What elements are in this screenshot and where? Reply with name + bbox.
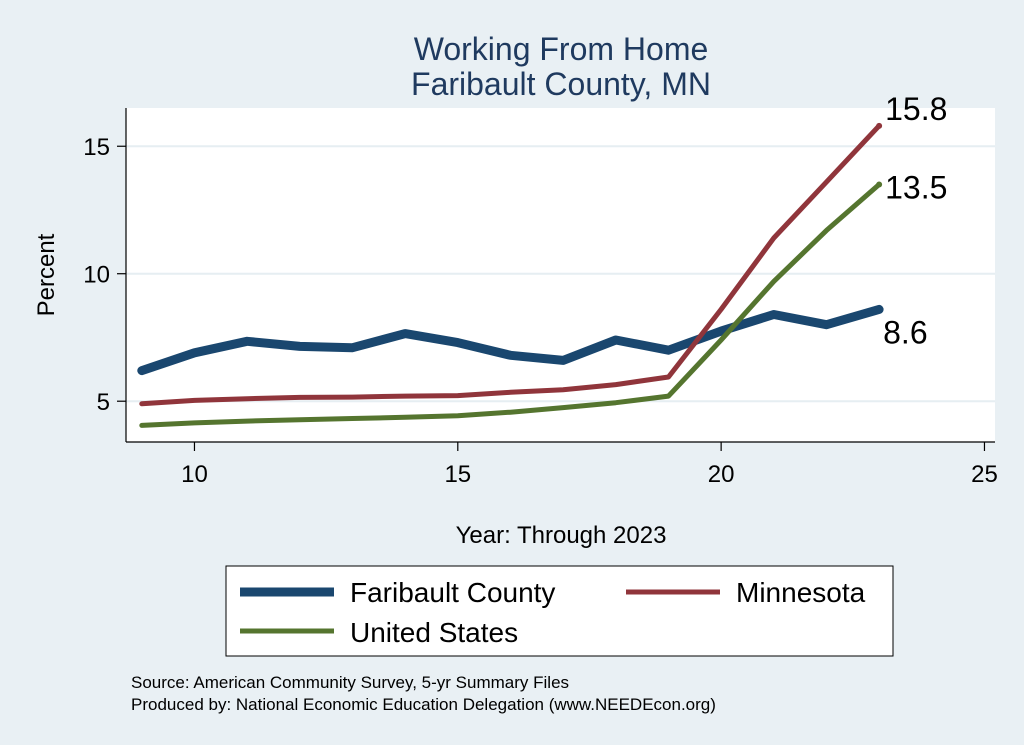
end-label-united-states: 13.5 xyxy=(885,169,947,205)
legend: Faribault County Minnesota United States xyxy=(225,565,894,657)
grid-lines xyxy=(126,145,995,403)
end-label-minnesota: 15.8 xyxy=(885,91,947,127)
produced-by-note: Produced by: National Economic Education… xyxy=(131,695,716,714)
plot-area xyxy=(126,108,995,442)
legend-label-united-states: United States xyxy=(350,617,518,648)
legend-label-minnesota: Minnesota xyxy=(736,577,866,608)
y-tick-label-10: 10 xyxy=(83,262,110,289)
x-axis-label: Year: Through 2023 xyxy=(456,522,667,549)
x-tick-label-15: 15 xyxy=(444,461,471,488)
end-point-united-states xyxy=(876,181,883,188)
x-tick-label-25: 25 xyxy=(971,461,998,488)
end-point-minnesota xyxy=(876,122,883,129)
y-tick-label-5: 5 xyxy=(97,389,110,416)
source-note: Source: American Community Survey, 5-yr … xyxy=(131,673,569,692)
series-lines xyxy=(137,122,884,428)
end-point-faribault-county xyxy=(876,306,883,313)
y-axis-label: Percent xyxy=(33,233,60,316)
end-labels: 8.6 15.8 13.5 xyxy=(883,91,947,351)
chart-title-line-2: Faribault County, MN xyxy=(411,66,711,102)
legend-label-faribault: Faribault County xyxy=(350,577,555,608)
legend-box xyxy=(225,565,894,657)
axes: 5 10 15 10 15 20 25 xyxy=(83,108,998,488)
series-line-minnesota xyxy=(139,123,882,407)
x-tick-label-20: 20 xyxy=(708,461,735,488)
x-tick-label-10: 10 xyxy=(181,461,208,488)
y-tick-label-15: 15 xyxy=(83,134,110,161)
series-line-united-states xyxy=(139,182,882,428)
end-label-faribault-county: 8.6 xyxy=(883,314,927,350)
series-line-faribault-county xyxy=(137,304,884,376)
chart-title-line-1: Working From Home xyxy=(414,31,709,67)
